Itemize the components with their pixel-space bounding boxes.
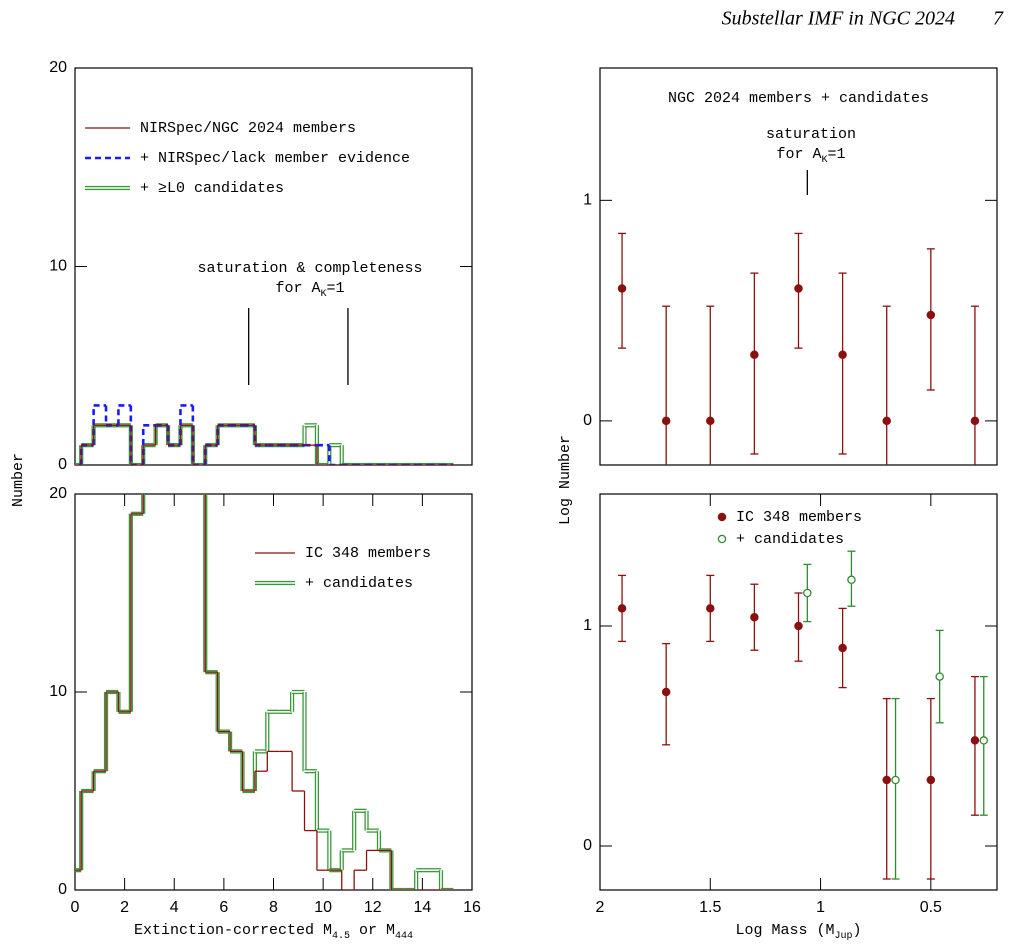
legend-label: IC 348 members [305, 545, 431, 562]
data-point [926, 775, 936, 785]
data-point [617, 604, 627, 613]
x-axis-label-part: or M [350, 922, 395, 939]
panel-title: NGC 2024 members + candidates [668, 90, 929, 107]
data-point [794, 621, 803, 631]
data-point [706, 604, 715, 613]
legend-marker [717, 534, 727, 544]
x-axis-label: Extinction-corrected M4.5 or M444 [134, 922, 413, 942]
y-tick-label: 1 [583, 617, 592, 634]
legend-label: + NIRSpec/lack member evidence [140, 150, 410, 167]
y-tick-label: 1 [583, 192, 592, 209]
x-axis-label: Log Mass (MJup) [735, 922, 861, 942]
data-point [617, 284, 627, 293]
errorbar-group [617, 232, 980, 465]
x-tick-label: 0 [71, 899, 80, 916]
annotation-part: for A [776, 146, 821, 163]
plot-frame [599, 67, 998, 466]
histogram-group [75, 494, 454, 890]
data-point [970, 736, 980, 745]
x-tick-label: 0.5 [920, 899, 942, 916]
x-tick-label: 1.5 [699, 899, 721, 916]
legend-label: + candidates [305, 575, 413, 592]
x-axis-label-part: 444 [395, 931, 413, 942]
annotation: saturation [766, 126, 856, 143]
annotation: for AK=1 [275, 280, 344, 300]
data-point [803, 588, 812, 598]
y-tick-label: 20 [49, 59, 67, 76]
y-tick-label: 0 [58, 456, 67, 473]
data-point [882, 775, 891, 785]
y-tick-label: 0 [583, 412, 592, 429]
data-point [847, 575, 856, 585]
data-point [970, 416, 980, 426]
data-point [750, 350, 759, 359]
data-point [891, 775, 900, 785]
annotation: for AK=1 [776, 146, 845, 166]
annotation-part: K [320, 289, 326, 300]
x-axis-label-part: 4.5 [332, 931, 350, 942]
data-point [926, 310, 936, 320]
x-tick-label: 2 [596, 899, 605, 916]
x-tick-label: 6 [219, 899, 228, 916]
x-axis-label-part: Jup [835, 931, 853, 942]
y-axis-label: Number [10, 453, 27, 507]
x-tick-label: 1 [816, 899, 825, 916]
x-tick-label: 16 [463, 899, 481, 916]
legend-marker [717, 512, 727, 522]
data-point [882, 416, 891, 426]
data-point [661, 687, 671, 697]
annotation-part: K [821, 155, 827, 166]
x-tick-label: 4 [170, 899, 179, 916]
legend-label: IC 348 members [736, 509, 862, 526]
legend-label: + candidates [736, 531, 844, 548]
x-axis-label-part: ) [853, 922, 862, 939]
running-title: Substellar IMF in NGC 2024 [722, 8, 955, 30]
y-axis-label: Log Number [557, 435, 574, 525]
annotation-part: for A [275, 280, 320, 297]
x-tick-label: 10 [314, 899, 332, 916]
y-tick-label: 10 [49, 683, 67, 700]
x-axis-label-part: Log Mass (M [735, 922, 834, 939]
y-tick-label: 0 [583, 837, 592, 854]
data-point [838, 350, 847, 359]
errorbar-group [617, 550, 989, 880]
x-axis-label-part: Extinction-corrected M [134, 922, 332, 939]
data-point [838, 643, 847, 653]
annotation-part: =1 [828, 146, 846, 163]
legend-label: NIRSpec/NGC 2024 members [140, 120, 356, 137]
data-point [935, 672, 944, 681]
data-point [979, 736, 989, 745]
x-tick-label: 2 [120, 899, 129, 916]
data-point [750, 612, 759, 622]
page-number: 7 [993, 8, 1004, 30]
histogram-group [75, 404, 454, 465]
data-point [794, 284, 803, 293]
data-point [661, 416, 671, 426]
data-point [706, 416, 715, 426]
x-tick-label: 14 [413, 899, 431, 916]
annotation: saturation & completeness [197, 260, 422, 277]
y-tick-label: 0 [58, 881, 67, 898]
x-tick-label: 8 [269, 899, 278, 916]
legend-label: + ≥L0 candidates [140, 180, 284, 197]
y-tick-label: 20 [49, 485, 67, 502]
x-tick-label: 12 [364, 899, 382, 916]
annotation-part: =1 [327, 280, 345, 297]
plot-frame [599, 493, 998, 891]
y-tick-label: 10 [49, 258, 67, 275]
